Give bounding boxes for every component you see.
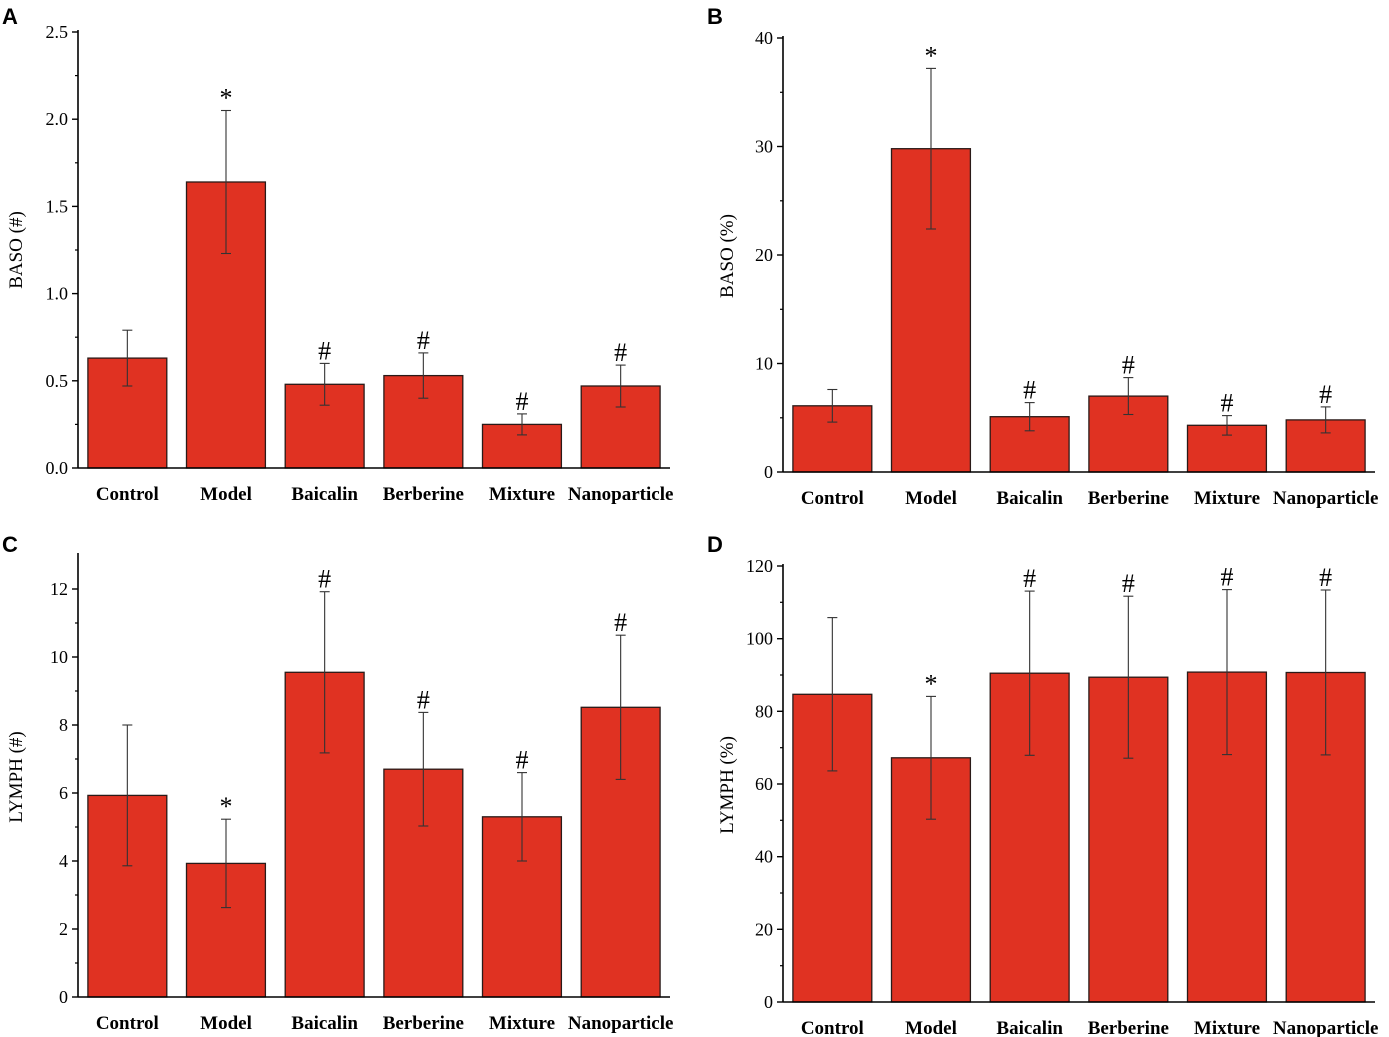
category-label-d-model: Model [905, 1018, 957, 1037]
category-label-b-baicalin: Baicalin [996, 488, 1063, 509]
category-label-a-nanoparticle: Nanoparticle [568, 484, 674, 505]
y-tick-label-c-1: 2 [59, 919, 68, 939]
y-tick-label-c-6: 12 [50, 579, 68, 599]
category-label-a-control: Control [96, 484, 159, 505]
significance-d-baicalin: # [1023, 564, 1036, 593]
significance-a-baicalin: # [318, 336, 331, 365]
y-tick-label-b-1: 10 [755, 354, 773, 374]
significance-a-nanoparticle: # [614, 338, 627, 367]
category-label-a-berberine: Berberine [383, 484, 464, 505]
category-label-c-nanoparticle: Nanoparticle [568, 1013, 674, 1034]
significance-d-model: * [925, 669, 938, 698]
y-tick-label-b-4: 40 [755, 28, 773, 48]
panel-letter-d: D [707, 532, 723, 557]
category-label-d-baicalin: Baicalin [996, 1018, 1063, 1037]
significance-b-mixture: # [1221, 389, 1234, 418]
y-tick-label-a-3: 1.5 [46, 196, 69, 216]
panel-d: D LYMPH (%) Control * Model # Baicalin # Berbe… [707, 532, 1378, 1037]
y-tick-label-d-4: 80 [755, 701, 773, 721]
y-tick-label-b-3: 30 [755, 137, 773, 157]
category-label-b-nanoparticle: Nanoparticle [1273, 488, 1379, 509]
significance-b-berberine: # [1122, 351, 1135, 380]
significance-c-berberine: # [417, 685, 430, 714]
category-label-c-mixture: Mixture [489, 1013, 555, 1034]
y-tick-label-a-4: 2.0 [46, 109, 69, 129]
category-label-c-control: Control [96, 1013, 159, 1034]
significance-a-model: * [220, 84, 233, 113]
y-tick-label-b-2: 20 [755, 245, 773, 265]
significance-d-mixture: # [1221, 563, 1234, 592]
panel-c: C LYMPH (#) Control * Model # Baicalin # Berbe… [2, 532, 673, 1034]
significance-d-berberine: # [1122, 569, 1135, 598]
category-label-b-control: Control [801, 488, 864, 509]
category-label-d-control: Control [801, 1018, 864, 1037]
y-axis-title-c: LYMPH (#) [6, 731, 27, 823]
category-label-a-mixture: Mixture [489, 484, 555, 505]
category-label-b-berberine: Berberine [1088, 488, 1169, 509]
category-label-a-model: Model [200, 484, 252, 505]
y-tick-label-c-5: 10 [50, 647, 68, 667]
panel-letter-c: C [2, 532, 18, 557]
y-tick-label-c-4: 8 [59, 715, 68, 735]
y-tick-label-d-6: 120 [746, 556, 773, 576]
y-tick-label-c-3: 6 [59, 783, 68, 803]
y-tick-label-a-2: 1.0 [46, 284, 69, 304]
significance-c-nanoparticle: # [614, 608, 627, 637]
significance-b-model: * [925, 41, 938, 70]
significance-c-baicalin: # [318, 565, 331, 594]
panel-b: B BASO (%) Control * Model # Baicalin # Berber… [707, 4, 1378, 509]
significance-b-baicalin: # [1023, 376, 1036, 405]
significance-b-nanoparticle: # [1319, 380, 1332, 409]
category-label-c-model: Model [200, 1013, 252, 1034]
y-tick-label-b-0: 0 [764, 462, 773, 482]
category-label-b-mixture: Mixture [1194, 488, 1260, 509]
category-label-d-mixture: Mixture [1194, 1018, 1260, 1037]
y-tick-label-d-0: 0 [764, 992, 773, 1012]
category-label-a-baicalin: Baicalin [291, 484, 358, 505]
y-tick-label-a-0: 0.0 [46, 458, 69, 478]
category-label-c-baicalin: Baicalin [291, 1013, 358, 1034]
significance-c-mixture: # [516, 746, 529, 775]
y-tick-label-c-2: 4 [59, 851, 68, 871]
significance-a-mixture: # [516, 387, 529, 416]
y-axis-title-d: LYMPH (%) [717, 736, 738, 834]
category-label-d-nanoparticle: Nanoparticle [1273, 1018, 1379, 1037]
panel-letter-b: B [707, 4, 723, 29]
category-label-d-berberine: Berberine [1088, 1018, 1169, 1037]
panel-letter-a: A [2, 4, 18, 29]
significance-c-model: * [220, 792, 233, 821]
y-tick-label-c-0: 0 [59, 987, 68, 1007]
y-axis-title-a: BASO (#) [6, 211, 27, 289]
y-tick-label-d-3: 60 [755, 774, 773, 794]
y-tick-label-d-1: 20 [755, 919, 773, 939]
y-tick-label-d-2: 40 [755, 847, 773, 867]
y-tick-label-a-1: 0.5 [46, 371, 69, 391]
y-tick-label-a-5: 2.5 [46, 22, 69, 42]
category-label-c-berberine: Berberine [383, 1013, 464, 1034]
significance-a-berberine: # [417, 326, 430, 355]
y-tick-label-d-5: 100 [746, 629, 773, 649]
panel-a: A BASO (#) Control * Model # Baicalin # Berber… [2, 4, 673, 505]
significance-d-nanoparticle: # [1319, 563, 1332, 592]
category-label-b-model: Model [905, 488, 957, 509]
y-axis-title-b: BASO (%) [717, 214, 738, 298]
